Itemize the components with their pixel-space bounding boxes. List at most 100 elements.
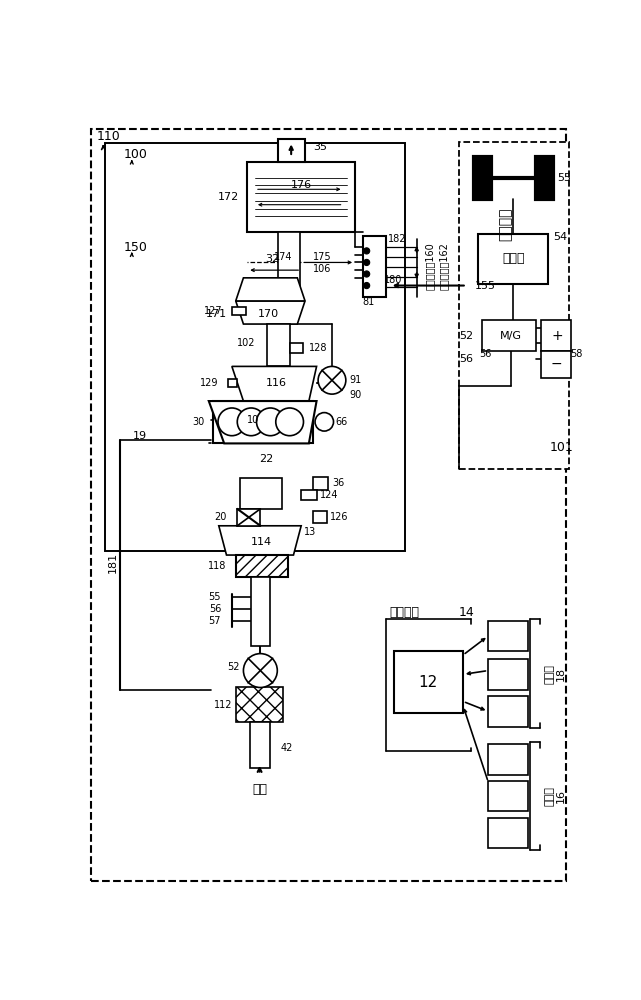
Polygon shape — [232, 366, 317, 401]
Circle shape — [315, 413, 333, 431]
Text: 32: 32 — [265, 254, 279, 264]
Circle shape — [218, 408, 246, 436]
Bar — [394, 651, 463, 713]
Bar — [237, 509, 260, 526]
Bar — [488, 818, 528, 848]
Text: 129: 129 — [199, 378, 218, 388]
Text: 13: 13 — [303, 527, 316, 537]
Text: 传感器: 传感器 — [545, 786, 555, 806]
Bar — [488, 659, 528, 690]
Bar — [251, 577, 271, 646]
Text: 56: 56 — [479, 349, 492, 359]
Text: 101: 101 — [549, 441, 573, 454]
Text: 变速器: 变速器 — [503, 252, 525, 265]
Bar — [313, 511, 326, 523]
Circle shape — [363, 271, 370, 277]
Bar — [232, 307, 246, 315]
Bar — [228, 379, 237, 387]
Bar — [278, 232, 299, 289]
Circle shape — [244, 654, 278, 687]
Text: 100: 100 — [124, 148, 148, 161]
Text: −: − — [551, 357, 563, 371]
Polygon shape — [236, 301, 305, 324]
Text: 81: 81 — [363, 297, 375, 307]
Text: 170: 170 — [258, 309, 279, 319]
Text: 116: 116 — [266, 378, 287, 388]
Text: 118: 118 — [208, 561, 226, 571]
Text: 36: 36 — [332, 478, 344, 488]
Text: 90: 90 — [350, 390, 362, 400]
Bar — [488, 744, 528, 774]
Bar — [240, 478, 282, 509]
Text: 155: 155 — [474, 281, 495, 291]
Bar — [478, 234, 548, 284]
Text: 172: 172 — [219, 192, 240, 202]
Text: 126: 126 — [331, 512, 349, 522]
Text: 14: 14 — [459, 606, 475, 619]
Circle shape — [276, 408, 303, 436]
Text: 控制系统: 控制系统 — [390, 606, 420, 619]
Bar — [536, 157, 553, 199]
Bar — [482, 320, 536, 351]
Text: 42: 42 — [280, 743, 293, 753]
Bar — [247, 162, 355, 232]
Text: 52: 52 — [227, 662, 240, 672]
Text: 12: 12 — [419, 675, 438, 690]
Text: 30: 30 — [193, 417, 205, 427]
Text: 114: 114 — [251, 537, 272, 547]
Text: 182: 182 — [388, 234, 406, 244]
Bar — [474, 157, 492, 199]
Bar — [488, 620, 528, 651]
Bar — [105, 143, 405, 551]
Text: 52: 52 — [459, 331, 473, 341]
Bar — [488, 781, 528, 811]
Text: 181: 181 — [108, 552, 117, 573]
Circle shape — [237, 408, 265, 436]
Circle shape — [363, 259, 370, 266]
Text: 22: 22 — [260, 454, 274, 464]
Text: 第一模式: 第一模式 — [498, 207, 512, 241]
Text: 175: 175 — [313, 252, 331, 262]
Circle shape — [363, 248, 370, 254]
Polygon shape — [209, 401, 317, 443]
Bar — [290, 343, 303, 353]
Bar — [459, 142, 569, 469]
Text: 致动器: 致动器 — [545, 664, 555, 684]
Text: +: + — [551, 329, 563, 343]
Text: 冷却剂进入160: 冷却剂进入160 — [425, 242, 435, 290]
Text: 56: 56 — [209, 604, 221, 614]
Bar — [488, 696, 528, 727]
Text: M/G: M/G — [499, 331, 522, 341]
Bar — [301, 490, 317, 500]
Polygon shape — [219, 526, 301, 555]
Text: 150: 150 — [124, 241, 148, 254]
Text: 91: 91 — [350, 375, 362, 385]
Text: 110: 110 — [97, 130, 121, 143]
Bar — [313, 477, 328, 490]
Bar — [363, 235, 386, 297]
Text: 55: 55 — [208, 592, 221, 602]
Text: 19: 19 — [133, 431, 147, 441]
Text: 10: 10 — [247, 415, 259, 425]
Text: 54: 54 — [553, 232, 567, 242]
Text: 56: 56 — [459, 354, 473, 364]
Bar — [540, 320, 571, 351]
Text: 176: 176 — [290, 180, 312, 190]
Text: 127: 127 — [204, 306, 222, 316]
Text: 102: 102 — [237, 338, 255, 348]
Circle shape — [256, 408, 284, 436]
Bar — [236, 687, 283, 722]
Text: 112: 112 — [214, 700, 233, 710]
Circle shape — [363, 282, 370, 289]
Text: 16: 16 — [556, 789, 565, 803]
Bar — [236, 555, 288, 577]
Bar — [213, 401, 313, 443]
Text: 进气: 进气 — [252, 783, 267, 796]
Text: 35: 35 — [313, 142, 327, 152]
Bar — [540, 351, 571, 378]
Text: 66: 66 — [336, 417, 348, 427]
Text: 180: 180 — [385, 275, 403, 285]
Text: 20: 20 — [214, 512, 226, 522]
Text: 124: 124 — [320, 490, 339, 500]
Text: 18: 18 — [556, 667, 565, 681]
